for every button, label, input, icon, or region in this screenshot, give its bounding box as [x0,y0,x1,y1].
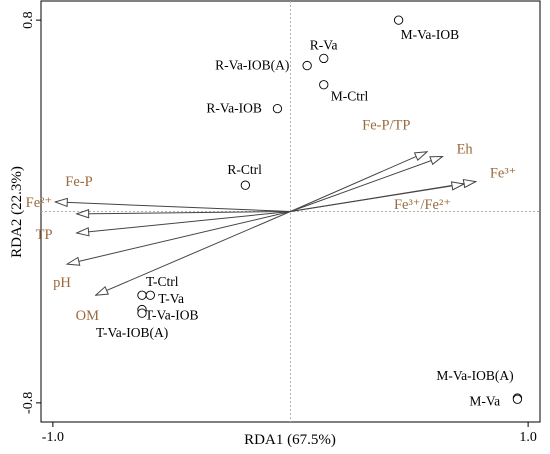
site-point-t-ctrl [137,290,147,300]
vector-label-fe-p: Fe-P [65,174,92,190]
y-tick-label: 0.8 [21,11,36,29]
vector-label-fe-p-tp: Fe-P/TP [362,118,410,134]
site-point-t-va [145,290,155,300]
vector-label-tp: TP [36,227,53,243]
site-label-t-va: T-Va [158,291,184,306]
vector-label-fe2plus: Fe²⁺ [26,195,53,211]
y-axis-label: RDA2 (22.3%) [9,166,25,258]
site-point-m-va-iob [393,15,404,25]
site-point-r-ctrl [240,180,251,190]
site-label-m-va: M-Va [469,393,500,408]
site-point-r-va-iob [272,103,283,114]
vector-ph [67,211,291,265]
site-point-t-va-iob-a [137,308,147,318]
vector-om [96,211,291,296]
vector-fe-p-tp [290,152,428,212]
site-label-m-va-iob: M-Va-IOB [401,27,460,42]
site-label-r-ctrl: R-Ctrl [227,162,262,177]
x-axis-label: RDA1 (67.5%) [244,432,336,448]
site-label-r-va: R-Va [310,37,338,52]
y-tick-label: -0.8 [21,392,36,414]
vector-label-fe3plus: Fe³⁺ [490,166,517,182]
x-tick-label: 1.0 [519,430,537,445]
vector-label-ph: pH [53,275,71,291]
site-label-t-ctrl: T-Ctrl [146,274,179,289]
vector-label-om: OM [76,308,99,324]
site-label-r-va-iob: R-Va-IOB [206,101,262,116]
site-label-m-ctrl: M-Ctrl [331,89,369,104]
site-point-m-va [512,394,523,404]
vector-eh [290,156,443,212]
vector-label-fe3plus-fe2plus: Fe³⁺/Fe²⁺ [394,197,451,213]
x-tick-label: -1.0 [42,430,64,445]
site-point-r-va [319,53,329,64]
vector-tp [77,211,291,234]
site-point-r-va-iob-a [302,60,312,71]
site-point-m-ctrl [319,80,329,90]
vector-fe3plus-fe2plus [290,184,464,212]
vector-label-eh: Eh [457,141,474,157]
vector-fe-p [55,202,291,212]
site-label-m-va-iob-a: M-Va-IOB(A) [436,368,513,383]
site-label-t-va-iob-a: T-Va-IOB(A) [96,325,168,340]
site-label-t-va-iob: T-Va-IOB [145,308,199,323]
site-label-r-va-iob-a: R-Va-IOB(A) [215,58,289,73]
vector-fe2plus [77,212,291,214]
